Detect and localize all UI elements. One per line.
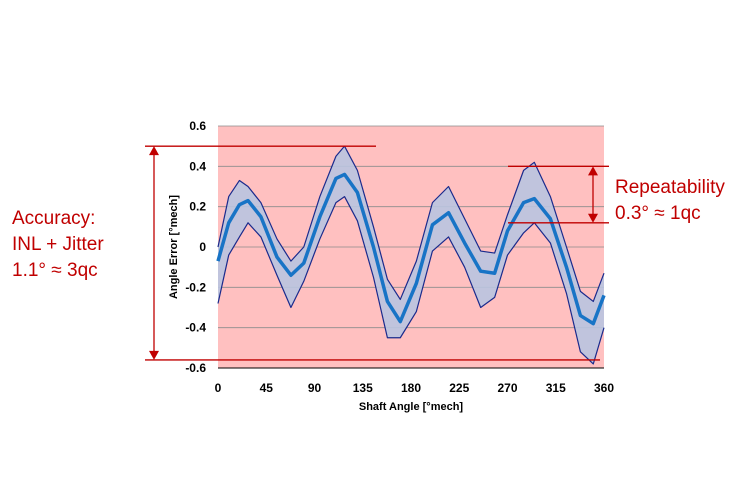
x-tick-labels: 0 45 90 135 180 225 270 315 360	[215, 381, 615, 395]
accuracy-line-1: Accuracy:	[12, 208, 96, 229]
x-tick-label: 270	[497, 381, 517, 395]
accuracy-line-2: INL + Jitter	[12, 234, 104, 255]
x-axis-title: Shaft Angle [°mech]	[359, 401, 464, 413]
x-tick-label: 360	[594, 381, 614, 395]
mean-error-line	[216, 172, 606, 326]
repeatability-arrow-head-up	[588, 166, 598, 176]
y-tick-label: 0	[199, 240, 206, 254]
x-tick-label: 90	[308, 381, 322, 395]
y-tick-label: -0.6	[185, 361, 206, 375]
accuracy-line-3: 1.1° ≈ 3qc	[12, 260, 98, 281]
repeatability-line-1: Repeatability	[615, 177, 725, 198]
x-tick-label: 180	[401, 381, 421, 395]
data-series	[216, 145, 606, 365]
annotation-lines	[145, 145, 609, 361]
x-tick-label: 0	[215, 381, 222, 395]
y-tick-label: 0.2	[189, 200, 206, 214]
accuracy-arrow-head-up	[149, 146, 159, 156]
accuracy-arrow-head-down	[149, 350, 159, 360]
x-tick-label: 315	[546, 381, 566, 395]
y-tick-labels: 0.6 0.4 0.2 0 -0.2 -0.4 -0.6	[185, 119, 206, 375]
accuracy-annotation: Accuracy: INL + Jitter 1.1° ≈ 3qc	[12, 206, 104, 284]
x-tick-label: 45	[260, 381, 274, 395]
lower-envelope-line	[217, 195, 605, 365]
y-tick-label: 0.6	[189, 119, 206, 133]
y-tick-label: -0.2	[185, 280, 206, 294]
y-axis-title: Angle Error [°mech]	[168, 195, 180, 299]
x-tick-label: 135	[353, 381, 373, 395]
upper-envelope-line	[217, 145, 605, 303]
y-tick-label: 0.4	[189, 159, 206, 173]
repeatability-annotation: Repeatability 0.3° ≈ 1qc	[615, 175, 725, 227]
repeatability-line-2: 0.3° ≈ 1qc	[615, 203, 701, 224]
x-tick-label: 225	[449, 381, 469, 395]
y-tick-label: -0.4	[185, 321, 206, 335]
repeatability-arrow-head-down	[588, 213, 598, 223]
